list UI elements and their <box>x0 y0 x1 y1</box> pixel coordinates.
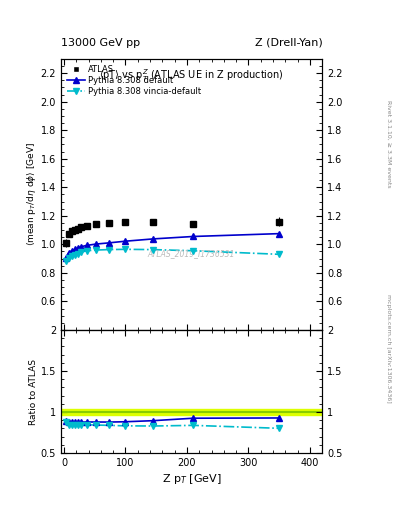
Text: ATLAS_2019_I1736531: ATLAS_2019_I1736531 <box>148 249 235 259</box>
X-axis label: Z p$_T$ [GeV]: Z p$_T$ [GeV] <box>162 472 222 486</box>
Legend: ATLAS, Pythia 8.308 default, Pythia 8.308 vincia-default: ATLAS, Pythia 8.308 default, Pythia 8.30… <box>64 62 204 98</box>
Text: Z (Drell-Yan): Z (Drell-Yan) <box>255 38 322 48</box>
Text: Rivet 3.1.10, ≥ 3.3M events: Rivet 3.1.10, ≥ 3.3M events <box>386 99 391 187</box>
Text: $\langle$pT$\rangle$ vs p$_T^Z$ (ATLAS UE in Z production): $\langle$pT$\rangle$ vs p$_T^Z$ (ATLAS U… <box>99 67 284 84</box>
Y-axis label: $\langle$mean p$_T$/d$\eta$ d$\phi\rangle$ [GeV]: $\langle$mean p$_T$/d$\eta$ d$\phi\rangl… <box>25 142 38 246</box>
Text: 13000 GeV pp: 13000 GeV pp <box>61 38 140 48</box>
Y-axis label: Ratio to ATLAS: Ratio to ATLAS <box>29 358 38 424</box>
Text: mcplots.cern.ch [arXiv:1306.3436]: mcplots.cern.ch [arXiv:1306.3436] <box>386 294 391 402</box>
